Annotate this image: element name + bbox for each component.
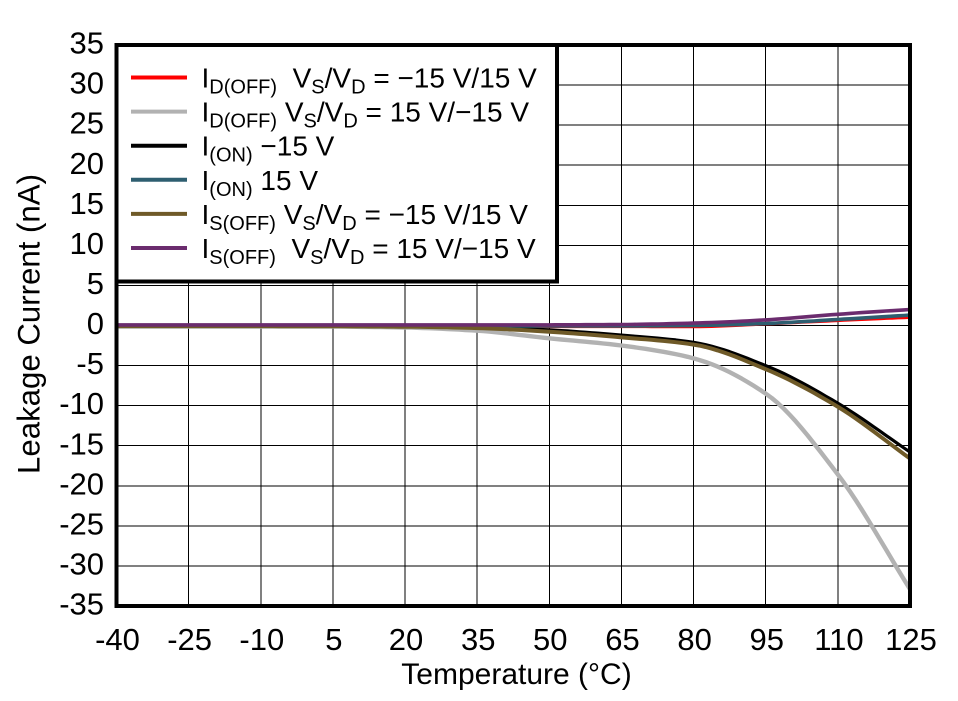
svg-text:80: 80 (677, 622, 711, 657)
svg-text:35: 35 (70, 26, 104, 61)
svg-text:ID(OFF) VS/VD = −15 V/15 V: ID(OFF) VS/VD = −15 V/15 V (202, 63, 538, 99)
svg-text:-20: -20 (59, 466, 104, 501)
svg-text:-30: -30 (59, 547, 104, 582)
svg-text:I(ON) 15 V: I(ON) 15 V (202, 165, 319, 201)
svg-text:50: 50 (533, 622, 567, 657)
svg-text:Leakage Current (nA): Leakage Current (nA) (12, 174, 47, 474)
svg-text:5: 5 (325, 622, 342, 657)
svg-text:20: 20 (70, 146, 104, 181)
svg-text:-5: -5 (76, 346, 104, 381)
svg-text:20: 20 (389, 622, 423, 657)
svg-text:35: 35 (461, 622, 495, 657)
svg-text:15: 15 (70, 186, 104, 221)
svg-text:10: 10 (70, 226, 104, 261)
svg-text:110: 110 (814, 622, 863, 657)
svg-text:-15: -15 (59, 426, 104, 461)
svg-text:0: 0 (87, 306, 104, 341)
svg-text:-10: -10 (59, 386, 104, 421)
svg-text:IS(OFF) VS/VD = −15 V/15 V: IS(OFF) VS/VD = −15 V/15 V (202, 199, 529, 235)
svg-text:65: 65 (605, 622, 639, 657)
svg-text:125: 125 (885, 622, 937, 657)
svg-text:-35: -35 (59, 587, 104, 622)
svg-text:Temperature (°C): Temperature (°C) (401, 658, 631, 691)
svg-text:-40: -40 (95, 622, 140, 657)
svg-text:5: 5 (87, 266, 104, 301)
svg-text:ID(OFF) VS/VD = 15 V/−15 V: ID(OFF) VS/VD = 15 V/−15 V (202, 97, 530, 133)
svg-text:-25: -25 (59, 507, 104, 542)
svg-text:-10: -10 (239, 622, 284, 657)
svg-text:30: 30 (70, 66, 104, 101)
svg-text:-25: -25 (167, 622, 212, 657)
svg-text:95: 95 (749, 622, 783, 657)
svg-text:25: 25 (70, 106, 104, 141)
